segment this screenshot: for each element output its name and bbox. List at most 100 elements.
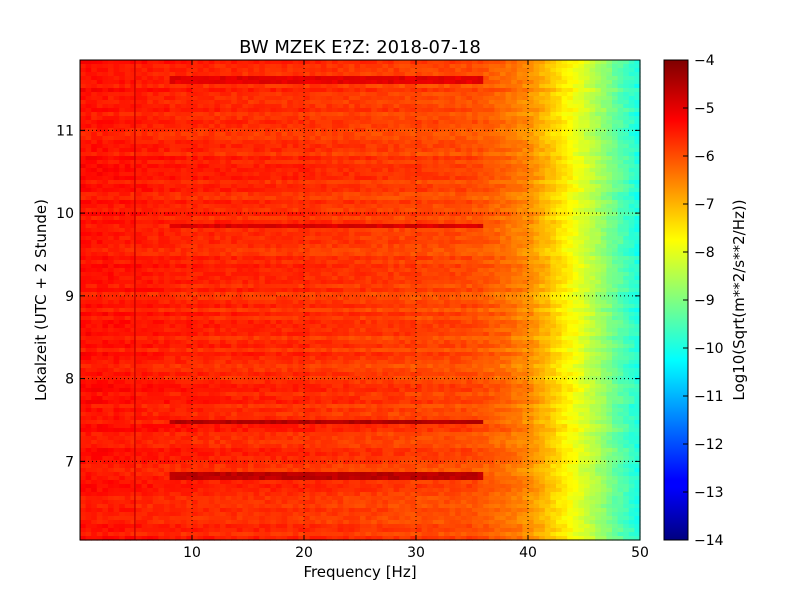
heatmap-cell bbox=[108, 244, 115, 249]
heatmap-cell bbox=[80, 84, 87, 89]
heatmap-cell bbox=[516, 164, 523, 169]
heatmap-cell bbox=[236, 80, 243, 85]
heatmap-cell bbox=[130, 196, 137, 201]
heatmap-cell bbox=[281, 224, 288, 229]
heatmap-cell bbox=[141, 224, 148, 229]
heatmap-cell bbox=[281, 80, 288, 85]
heatmap-cell bbox=[298, 200, 305, 205]
heatmap-cell bbox=[600, 148, 607, 153]
heatmap-cell bbox=[634, 164, 641, 169]
heatmap-cell bbox=[236, 128, 243, 133]
heatmap-cell bbox=[438, 180, 445, 185]
heatmap-cell bbox=[326, 88, 333, 93]
heatmap-cell bbox=[427, 212, 434, 217]
heatmap-cell bbox=[561, 80, 568, 85]
heatmap-cell bbox=[304, 248, 311, 253]
heatmap-cell bbox=[623, 228, 630, 233]
heatmap-cell bbox=[572, 208, 579, 213]
heatmap-cell bbox=[617, 200, 624, 205]
heatmap-cell bbox=[236, 176, 243, 181]
heatmap-cell bbox=[220, 84, 227, 89]
heatmap-cell bbox=[214, 244, 221, 249]
heatmap-cell bbox=[337, 116, 344, 121]
heatmap-cell bbox=[500, 172, 507, 177]
heatmap-cell bbox=[287, 128, 294, 133]
heatmap-cell bbox=[539, 128, 546, 133]
heatmap-cell bbox=[113, 244, 120, 249]
heatmap-cell bbox=[287, 60, 294, 65]
heatmap-cell bbox=[606, 252, 613, 257]
heatmap-cell bbox=[231, 140, 238, 145]
heatmap-cell bbox=[584, 80, 591, 85]
heatmap-cell bbox=[511, 92, 518, 97]
heatmap-cell bbox=[304, 232, 311, 237]
heatmap-cell bbox=[270, 140, 277, 145]
heatmap-cell bbox=[136, 256, 143, 261]
heatmap-cell bbox=[343, 220, 350, 225]
heatmap-cell bbox=[309, 80, 316, 85]
heatmap-cell bbox=[281, 136, 288, 141]
heatmap-cell bbox=[253, 248, 260, 253]
heatmap-cell bbox=[248, 220, 255, 225]
heatmap-cell bbox=[96, 120, 103, 125]
heatmap-cell bbox=[253, 208, 260, 213]
heatmap-cell bbox=[472, 68, 479, 73]
heatmap-cell bbox=[556, 204, 563, 209]
heatmap-cell bbox=[85, 184, 92, 189]
heatmap-cell bbox=[276, 244, 283, 249]
heatmap-cell bbox=[427, 108, 434, 113]
heatmap-cell bbox=[432, 164, 439, 169]
heatmap-cell bbox=[242, 160, 249, 165]
heatmap-cell bbox=[124, 88, 131, 93]
heatmap-cell bbox=[242, 152, 249, 157]
heatmap-cell bbox=[102, 216, 109, 221]
heatmap-cell bbox=[634, 204, 641, 209]
heatmap-cell bbox=[80, 192, 87, 197]
heatmap-cell bbox=[371, 96, 378, 101]
heatmap-cell bbox=[455, 60, 462, 65]
heatmap-cell bbox=[617, 120, 624, 125]
heatmap-cell bbox=[466, 128, 473, 133]
heatmap-cell bbox=[606, 200, 613, 205]
heatmap-cell bbox=[203, 240, 210, 245]
heatmap-cell bbox=[550, 148, 557, 153]
heatmap-cell bbox=[186, 216, 193, 221]
heatmap-cell bbox=[416, 100, 423, 105]
heatmap-cell bbox=[584, 156, 591, 161]
heatmap-cell bbox=[376, 188, 383, 193]
heatmap-cell bbox=[124, 244, 131, 249]
heatmap-cell bbox=[326, 172, 333, 177]
heatmap-cell bbox=[628, 140, 635, 145]
heatmap-cell bbox=[337, 156, 344, 161]
heatmap-cell bbox=[141, 144, 148, 149]
heatmap-cell bbox=[320, 172, 327, 177]
heatmap-cell bbox=[208, 140, 215, 145]
heatmap-cell bbox=[416, 160, 423, 165]
heatmap-cell bbox=[236, 256, 243, 261]
heatmap-cell bbox=[231, 100, 238, 105]
heatmap-cell bbox=[460, 124, 467, 129]
heatmap-cell bbox=[460, 72, 467, 77]
heatmap-cell bbox=[533, 100, 540, 105]
heatmap-cell bbox=[567, 120, 574, 125]
heatmap-cell bbox=[544, 236, 551, 241]
heatmap-cell bbox=[416, 92, 423, 97]
heatmap-cell bbox=[522, 84, 529, 89]
heatmap-cell bbox=[634, 208, 641, 213]
heatmap-cell bbox=[477, 248, 484, 253]
heatmap-cell bbox=[544, 76, 551, 81]
heatmap-cell bbox=[410, 112, 417, 117]
heatmap-cell bbox=[578, 120, 585, 125]
heatmap-cell bbox=[130, 116, 137, 121]
heatmap-cell bbox=[589, 160, 596, 165]
heatmap-cell bbox=[203, 128, 210, 133]
heatmap-cell bbox=[231, 228, 238, 233]
heatmap-cell bbox=[567, 124, 574, 129]
heatmap-cell bbox=[169, 68, 176, 73]
heatmap-cell bbox=[528, 84, 535, 89]
heatmap-cell bbox=[393, 88, 400, 93]
heatmap-cell bbox=[214, 212, 221, 217]
heatmap-cell bbox=[516, 68, 523, 73]
heatmap-cell bbox=[567, 68, 574, 73]
heatmap-cell bbox=[516, 208, 523, 213]
